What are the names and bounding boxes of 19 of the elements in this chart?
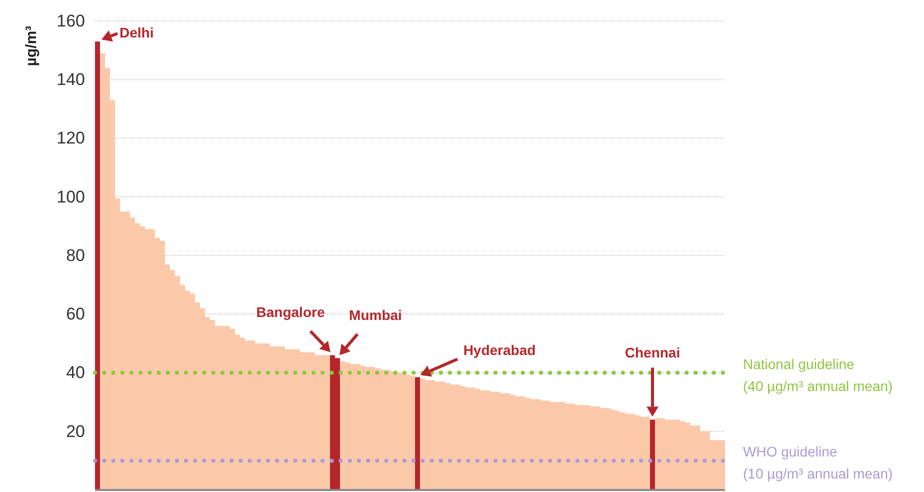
annotation: Mumbai (349, 307, 402, 324)
y-tick-label: 100 (56, 187, 85, 206)
y-axis-title: µg/m³ (23, 26, 40, 66)
y-tick-label: 80 (66, 246, 85, 265)
y-tick-label: 40 (66, 363, 85, 382)
ref-line-label: WHO guideline (10 µg/m³ annual mean) (743, 444, 893, 482)
bar (415, 377, 420, 490)
annotation: Delhi (120, 24, 154, 41)
ref-line-label: National guideline (40 µg/m³ annual mean) (743, 356, 893, 394)
y-tick-label: 20 (66, 422, 85, 441)
y-tick-label: 140 (56, 70, 85, 90)
y-tick-label: 120 (56, 128, 85, 148)
bar (650, 420, 655, 490)
y-tick-label: 60 (66, 304, 85, 324)
annotation: Chennai (624, 344, 680, 361)
annotation: Hyderabad (463, 342, 536, 358)
annotation: Bangalore (256, 304, 325, 320)
bar (95, 42, 100, 490)
y-tick-label: 160 (56, 11, 85, 30)
